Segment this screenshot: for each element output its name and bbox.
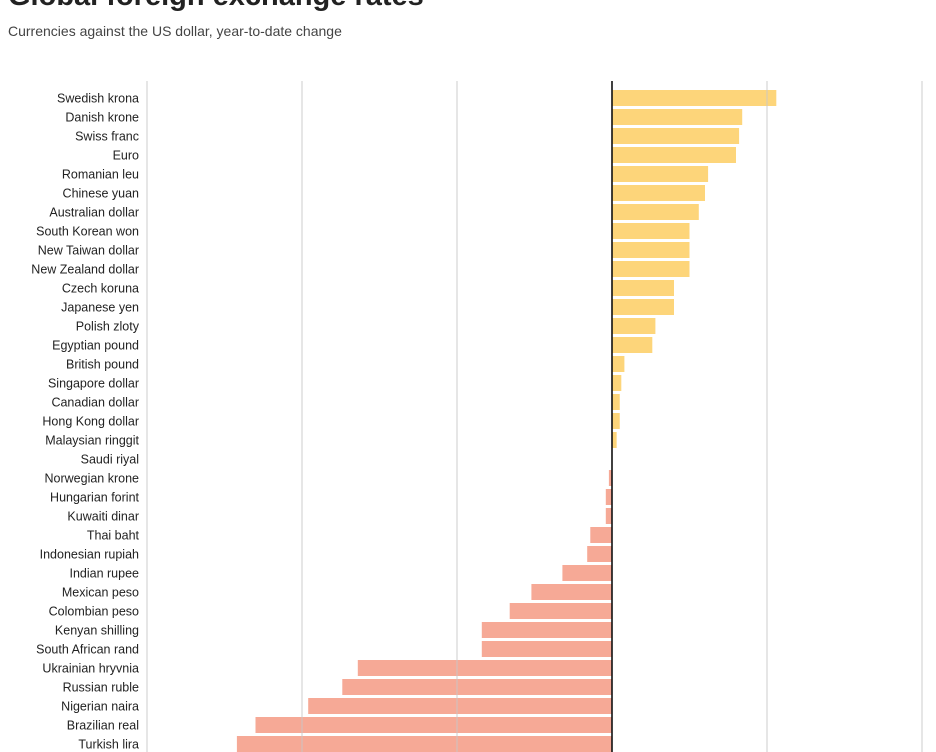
category-label: Danish krone <box>65 111 139 125</box>
category-label: Polish zloty <box>76 320 140 334</box>
bar-south-african-rand <box>481 641 612 657</box>
bar-swedish-krona <box>612 90 777 106</box>
category-label: Czech koruna <box>62 282 139 296</box>
category-label: South Korean won <box>36 225 139 239</box>
category-label: New Taiwan dollar <box>38 244 139 258</box>
bar-south-korean-won <box>612 223 690 239</box>
bar-hong-kong-dollar <box>612 413 620 429</box>
category-label: Romanian leu <box>62 168 139 182</box>
category-label: Thai baht <box>87 529 140 543</box>
category-label: Mexican peso <box>62 586 139 600</box>
bar-euro <box>612 147 736 163</box>
bar-indian-rupee <box>562 565 612 581</box>
bar-norwegian-krone <box>608 470 612 486</box>
category-label: Chinese yuan <box>63 187 139 201</box>
bar-kenyan-shilling <box>481 622 612 638</box>
bar-ukrainian-hryvnia <box>357 660 612 676</box>
category-label: Colombian peso <box>49 605 139 619</box>
bar-chinese-yuan <box>612 185 705 201</box>
category-label: Euro <box>113 149 139 163</box>
category-label: Hong Kong dollar <box>42 415 139 429</box>
bar-romanian-leu <box>612 166 709 182</box>
bar-turkish-lira <box>236 736 612 752</box>
bar-czech-koruna <box>612 280 674 296</box>
category-label: Egyptian pound <box>52 339 139 353</box>
bar-australian-dollar <box>612 204 699 220</box>
bar-canadian-dollar <box>612 394 620 410</box>
category-label: Singapore dollar <box>48 377 139 391</box>
category-label: Nigerian naira <box>61 700 139 714</box>
bar-danish-krone <box>612 109 743 125</box>
bar-colombian-peso <box>509 603 612 619</box>
category-label: Kenyan shilling <box>55 624 139 638</box>
chart-subtitle: Currencies against the US dollar, year-t… <box>8 23 342 39</box>
bar-new-taiwan-dollar <box>612 242 690 258</box>
category-label: Swiss franc <box>75 130 139 144</box>
bar-singapore-dollar <box>612 375 622 391</box>
bar-indonesian-rupiah <box>587 546 612 562</box>
category-label: Australian dollar <box>49 206 139 220</box>
category-label: Russian ruble <box>63 681 139 695</box>
category-label: Brazilian real <box>67 719 139 733</box>
category-label: Indonesian rupiah <box>40 548 139 562</box>
category-label: Norwegian krone <box>45 472 140 486</box>
category-label: Canadian dollar <box>51 396 139 410</box>
category-label: Kuwaiti dinar <box>67 510 139 524</box>
category-label: Swedish krona <box>57 92 139 106</box>
bar-egyptian-pound <box>612 337 653 353</box>
bar-malaysian-ringgit <box>612 432 617 448</box>
category-label: Turkish lira <box>78 738 139 752</box>
category-label: Malaysian ringgit <box>45 434 139 448</box>
bar-hungarian-forint <box>605 489 612 505</box>
bar-nigerian-naira <box>308 698 612 714</box>
bar-polish-zloty <box>612 318 656 334</box>
category-label: Japanese yen <box>61 301 139 315</box>
category-label: British pound <box>66 358 139 372</box>
category-label: Indian rupee <box>69 567 139 581</box>
bar-russian-ruble <box>342 679 612 695</box>
category-label: South African rand <box>36 643 139 657</box>
chart-title: Global foreign exchange rates <box>8 0 424 13</box>
category-label: New Zealand dollar <box>31 263 139 277</box>
bar-new-zealand-dollar <box>612 261 690 277</box>
category-label: Saudi riyal <box>81 453 139 467</box>
bar-thai-baht <box>590 527 612 543</box>
category-label: Hungarian forint <box>50 491 139 505</box>
bar-british-pound <box>612 356 625 372</box>
bar-swiss-franc <box>612 128 740 144</box>
bar-kuwaiti-dinar <box>605 508 612 524</box>
bar-japanese-yen <box>612 299 674 315</box>
bar-brazilian-real <box>255 717 612 733</box>
bar-mexican-peso <box>531 584 612 600</box>
category-label: Ukrainian hryvnia <box>42 662 139 676</box>
